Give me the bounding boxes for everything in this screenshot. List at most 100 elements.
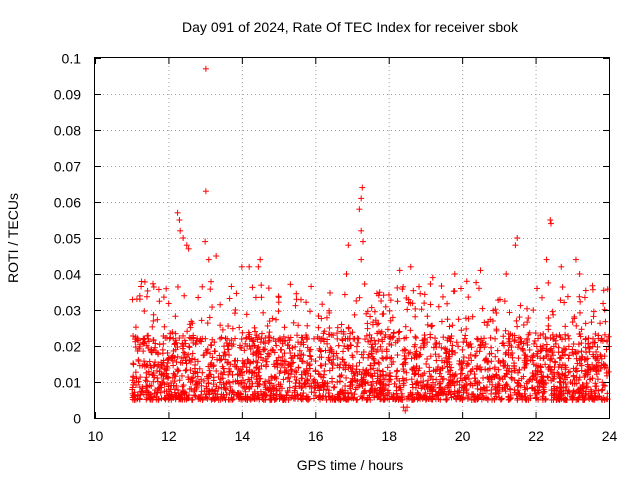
data-point <box>368 381 375 388</box>
data-point <box>284 342 291 349</box>
data-point <box>216 379 223 386</box>
data-point <box>555 363 562 370</box>
data-point <box>141 358 148 365</box>
data-point <box>534 367 541 374</box>
data-point <box>547 357 554 364</box>
data-point <box>412 370 419 377</box>
data-point <box>472 375 479 382</box>
data-point <box>221 394 228 401</box>
data-point <box>240 360 247 367</box>
data-point <box>362 387 369 394</box>
data-point <box>271 396 278 403</box>
data-point <box>289 344 296 351</box>
data-point <box>550 390 557 397</box>
data-point <box>148 383 155 390</box>
data-point <box>574 368 581 375</box>
data-point <box>577 385 584 392</box>
data-point <box>257 375 264 382</box>
data-point <box>533 395 540 402</box>
data-point <box>496 374 503 381</box>
data-point <box>449 372 456 379</box>
data-point <box>484 322 491 329</box>
data-point <box>348 378 355 385</box>
data-point <box>266 329 273 336</box>
data-point <box>217 335 224 342</box>
data-point <box>496 388 503 395</box>
data-point <box>146 358 153 365</box>
data-point <box>479 390 486 397</box>
data-point <box>393 390 400 397</box>
data-point <box>330 384 337 391</box>
data-point <box>257 256 264 263</box>
data-point <box>252 294 259 301</box>
data-point <box>321 338 328 345</box>
data-point <box>515 390 522 397</box>
data-point <box>152 340 159 347</box>
data-point <box>270 347 277 354</box>
data-point <box>500 333 507 340</box>
data-point <box>173 393 180 400</box>
data-point <box>141 335 148 342</box>
data-point <box>573 355 580 362</box>
data-point <box>149 371 156 378</box>
data-point <box>421 332 428 339</box>
data-point <box>412 333 419 340</box>
data-point <box>426 368 433 375</box>
data-point <box>143 387 150 394</box>
data-point <box>594 364 601 371</box>
data-point <box>273 387 280 394</box>
data-point <box>501 342 508 349</box>
data-point <box>164 349 171 356</box>
data-point <box>594 395 601 402</box>
data-point <box>449 348 456 355</box>
data-point <box>228 283 235 290</box>
data-point <box>262 340 269 347</box>
data-point <box>437 390 444 397</box>
data-point <box>542 395 549 402</box>
data-point <box>182 340 189 347</box>
data-point <box>279 353 286 360</box>
data-point <box>517 335 524 342</box>
data-point <box>220 391 227 398</box>
data-point <box>260 338 267 345</box>
data-point <box>417 344 424 351</box>
data-point <box>129 296 136 303</box>
data-point <box>204 346 211 353</box>
data-point <box>190 332 197 339</box>
data-point <box>204 320 211 327</box>
data-point <box>233 290 240 297</box>
data-point <box>398 390 405 397</box>
data-point <box>435 353 442 360</box>
data-point <box>305 396 312 403</box>
y-tick-label: 0 <box>73 411 81 427</box>
data-point <box>504 383 511 390</box>
data-point <box>189 350 196 357</box>
data-point <box>396 267 403 274</box>
data-point <box>316 393 323 400</box>
data-point <box>462 315 469 322</box>
data-point <box>198 382 205 389</box>
data-point <box>539 393 546 400</box>
data-point <box>558 263 565 270</box>
data-point <box>241 347 248 354</box>
data-point <box>134 347 141 354</box>
data-point <box>581 294 588 301</box>
data-point <box>224 335 231 342</box>
data-point <box>578 362 585 369</box>
data-point <box>284 389 291 396</box>
data-point <box>517 382 524 389</box>
data-point <box>363 396 370 403</box>
data-point <box>176 394 183 401</box>
data-point <box>346 383 353 390</box>
data-point <box>150 280 157 287</box>
data-point <box>373 290 380 297</box>
data-point <box>355 382 362 389</box>
data-point <box>505 368 512 375</box>
data-point <box>417 379 424 386</box>
data-point <box>427 331 434 338</box>
data-point <box>199 283 206 290</box>
data-point <box>388 342 395 349</box>
data-point <box>557 378 564 385</box>
data-point <box>492 391 499 398</box>
data-point <box>407 349 414 356</box>
